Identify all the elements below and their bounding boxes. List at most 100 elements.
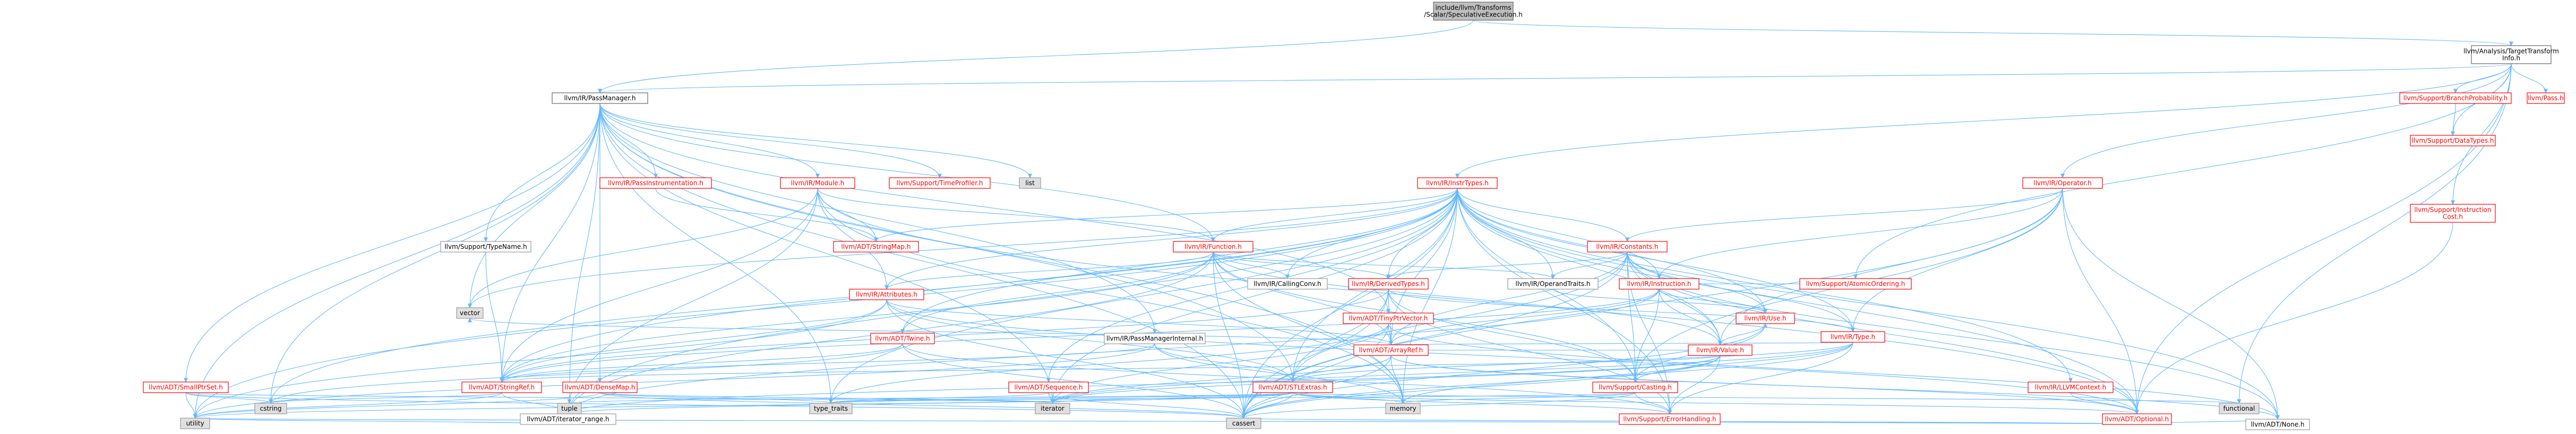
node-label: llvm/IR/Type.h xyxy=(1831,333,1875,341)
node-label: cassert xyxy=(1232,420,1256,427)
edge-arrayref-to-optional xyxy=(1390,355,2137,414)
edge-arrowhead xyxy=(269,399,273,404)
edge-arrowhead xyxy=(1241,414,1246,419)
node-callingconv[interactable]: llvm/IR/CallingConv.h xyxy=(1247,278,1328,290)
node-passinstr[interactable]: llvm/IR/PassInstrumentation.h xyxy=(599,177,712,189)
node-stlextras[interactable]: llvm/ADT/STLExtras.h xyxy=(1252,381,1333,393)
edge-tinyptrvector-to-typetraits xyxy=(830,323,1389,404)
node-operator[interactable]: llvm/IR/Operator.h xyxy=(2022,177,2103,189)
edge-optional-to-utility xyxy=(194,418,2137,425)
node-label: llvm/ADT/StringRef.h xyxy=(469,384,535,391)
edge-constants-to-none xyxy=(1627,251,2278,420)
edge-function-to-memory xyxy=(1213,251,1404,404)
node-box xyxy=(461,381,542,393)
node-label: llvm/Pass.h xyxy=(2528,94,2563,102)
node-box xyxy=(1353,344,1429,356)
node-constants[interactable]: llvm/IR/Constants.h xyxy=(1587,241,1668,253)
node-iterrange[interactable]: llvm/ADT/iterator_range.h xyxy=(520,413,616,425)
node-box xyxy=(1688,344,1753,356)
edge-stlextras-to-memory xyxy=(1292,392,1404,404)
node-twine[interactable]: llvm/ADT/Twine.h xyxy=(870,333,935,344)
node-list: list xyxy=(1019,177,1041,189)
edge-tti-to-atomicordering xyxy=(1855,63,2512,279)
node-box xyxy=(456,307,484,319)
edge-attributes-to-arrayref xyxy=(886,299,1392,345)
node-optional[interactable]: llvm/ADT/Optional.h xyxy=(2102,413,2172,425)
node-label: memory xyxy=(1389,405,1416,412)
node-derivedtypes[interactable]: llvm/IR/DerivedTypes.h xyxy=(1348,278,1429,290)
header-nodes: include/llvm/Transforms/Scalar/Speculati… xyxy=(143,2,2565,430)
edge-arrayref-to-stlextras xyxy=(1292,355,1392,383)
edge-arrowhead xyxy=(468,317,472,323)
edge-arrowhead xyxy=(193,414,198,419)
node-branchprob[interactable]: llvm/Support/BranchProbability.h xyxy=(2399,92,2512,104)
node-pmi[interactable]: llvm/IR/PassManagerInternal.h xyxy=(1104,333,1206,344)
edge-arrowhead xyxy=(1028,173,1032,179)
node-none[interactable]: llvm/ADT/None.h xyxy=(2245,419,2310,430)
edge-tti-to-functional xyxy=(2238,63,2512,404)
edge-function-to-callingconv xyxy=(1213,251,1288,279)
node-instruction[interactable]: llvm/IR/Instruction.h xyxy=(1619,278,1699,290)
node-label: llvm/IR/PassManager.h xyxy=(564,94,636,102)
node-stringref[interactable]: llvm/ADT/StringRef.h xyxy=(461,381,542,393)
edge-function-to-cassert xyxy=(1213,251,1244,419)
node-box xyxy=(889,177,991,189)
edge-arrowhead xyxy=(468,303,472,309)
edge-module-to-stringref xyxy=(501,188,818,383)
edge-arrowhead xyxy=(2451,131,2455,136)
node-box xyxy=(870,333,935,344)
node-atomicordering[interactable]: llvm/Support/AtomicOrdering.h xyxy=(1799,278,1912,290)
edge-instrtypes-to-twine xyxy=(902,188,1458,334)
node-attributes[interactable]: llvm/IR/Attributes.h xyxy=(849,289,924,300)
node-errorhandling[interactable]: llvm/Support/ErrorHandling.h xyxy=(1619,413,1721,425)
edge-pmi-to-stringref xyxy=(501,343,1155,383)
node-smallptrset[interactable]: llvm/ADT/SmallPtrSet.h xyxy=(143,381,229,393)
node-root[interactable]: include/llvm/Transforms/Scalar/Speculati… xyxy=(1424,2,1523,21)
node-value[interactable]: llvm/IR/Value.h xyxy=(1688,344,1753,356)
node-label: llvm/ADT/StringMap.h xyxy=(842,243,911,250)
node-typetraits: type_traits xyxy=(809,403,853,414)
node-label: llvm/IR/OperandTraits.h xyxy=(1516,280,1591,288)
node-box xyxy=(1433,2,1514,21)
node-datatypes[interactable]: llvm/Support/DataTypes.h xyxy=(2410,135,2496,146)
node-operandtraits[interactable]: llvm/IR/OperandTraits.h xyxy=(1507,278,1599,290)
edge-arrowhead xyxy=(829,399,833,404)
node-box xyxy=(1385,403,1421,414)
edge-instrtypes-to-function xyxy=(1213,188,1458,242)
edge-arrowhead xyxy=(1668,410,1672,415)
node-instrtypes[interactable]: llvm/IR/InstrTypes.h xyxy=(1417,177,1498,189)
node-label: llvm/ADT/SmallPtrSet.h xyxy=(149,384,223,391)
edge-stlextras-to-errorhandling xyxy=(1292,392,1670,414)
node-label: tuple xyxy=(561,405,578,412)
node-llvmcontext[interactable]: llvm/IR/LLVMContext.h xyxy=(2028,381,2114,393)
node-arrayref[interactable]: llvm/ADT/ArrayRef.h xyxy=(1353,344,1429,356)
node-typename[interactable]: llvm/Support/TypeName.h xyxy=(440,241,531,253)
edge-value-to-iterrange xyxy=(568,355,1721,414)
node-timeprofiler[interactable]: llvm/Support/TimeProfiler.h xyxy=(889,177,991,189)
node-tinyptrvector[interactable]: llvm/ADT/TinyPtrVector.h xyxy=(1343,313,1434,324)
edge-sequence-to-cassert xyxy=(1048,392,1244,419)
edge-instrtypes-to-optional xyxy=(1457,188,2137,414)
node-densemap[interactable]: llvm/ADT/DenseMap.h xyxy=(562,381,638,393)
edge-module-to-optional xyxy=(817,188,2137,414)
node-box xyxy=(780,177,855,189)
node-function[interactable]: llvm/IR/Function.h xyxy=(1173,241,1253,253)
node-stringmap[interactable]: llvm/ADT/StringMap.h xyxy=(833,241,919,253)
node-pass[interactable]: llvm/Pass.h xyxy=(2527,92,2565,104)
node-type[interactable]: llvm/IR/Type.h xyxy=(1821,331,1885,343)
edge-twine-to-cassert xyxy=(902,343,1244,419)
node-box xyxy=(1799,278,1912,290)
edge-pmi-to-memory xyxy=(1154,343,1404,404)
node-use[interactable]: llvm/IR/Use.h xyxy=(1736,313,1795,324)
edge-module-to-stringmap xyxy=(817,188,877,242)
node-module[interactable]: llvm/IR/Module.h xyxy=(780,177,855,189)
edge-passmanager-to-stringref xyxy=(501,103,600,383)
node-sequence[interactable]: llvm/ADT/Sequence.h xyxy=(1008,381,1089,393)
node-casting[interactable]: llvm/Support/Casting.h xyxy=(1592,381,1678,393)
node-box xyxy=(1173,241,1253,253)
edge-operator-to-optional xyxy=(2062,188,2137,414)
node-passmanager[interactable]: llvm/IR/PassManager.h xyxy=(552,92,648,104)
edge-arrowhead xyxy=(885,285,889,290)
